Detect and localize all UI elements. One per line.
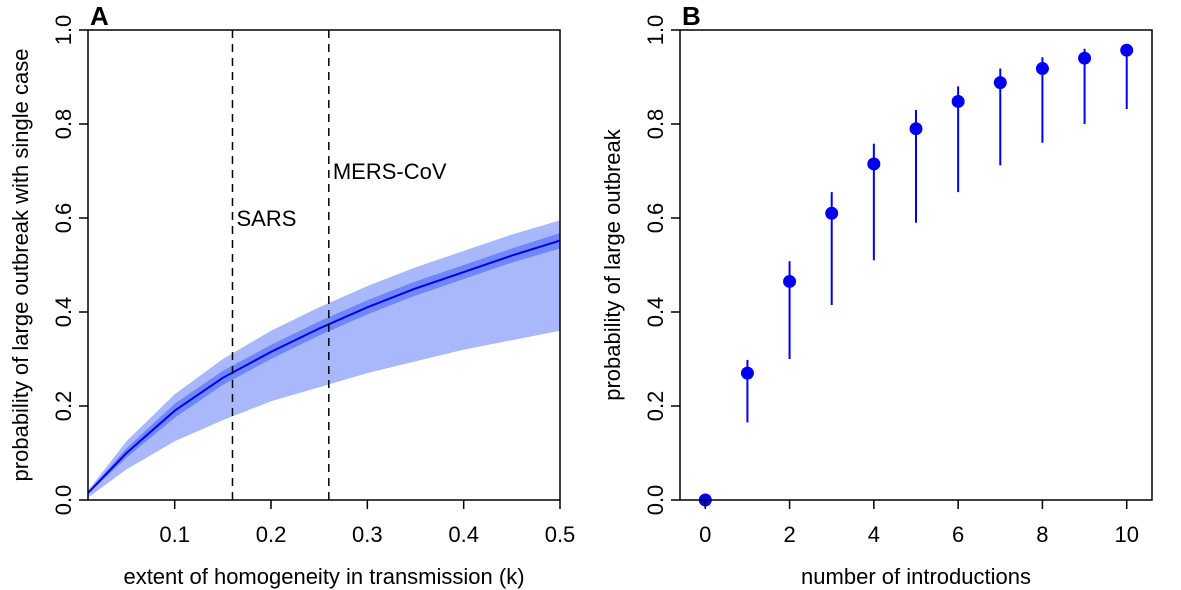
y-tick-label: 0.2 bbox=[643, 391, 668, 422]
inner-band-area bbox=[88, 233, 560, 494]
y-ticks-a: 0.0 0.2 0.4 0.6 0.8 1.0 bbox=[51, 15, 88, 516]
x-tick-label: 0.4 bbox=[448, 522, 479, 547]
x-ticks-b: 0 2 4 6 8 10 bbox=[699, 500, 1139, 547]
estimate-line-path bbox=[87, 239, 561, 494]
y-tick-label: 1.0 bbox=[51, 15, 76, 46]
x-axis-title-b: number of introductions bbox=[801, 564, 1031, 589]
error-bars bbox=[746, 44, 1128, 423]
panel-b: 0 2 4 6 8 10 0.0 0.2 0.4 0.6 0.8 1.0 B number of i… bbox=[600, 1, 1153, 589]
y-tick-label: 0.8 bbox=[51, 109, 76, 140]
x-ticks-a: 0.1 0.2 0.3 0.4 0.5 bbox=[159, 500, 575, 547]
y-tick-label: 0.4 bbox=[643, 297, 668, 328]
x-tick-label: 2 bbox=[783, 522, 795, 547]
data-point bbox=[1120, 43, 1134, 57]
y-tick-label: 0.8 bbox=[643, 109, 668, 140]
data-point bbox=[1035, 62, 1049, 76]
data-point bbox=[825, 206, 839, 220]
y-tick-label: 1.0 bbox=[643, 15, 668, 46]
reference-line-label: SARS bbox=[236, 206, 296, 231]
x-tick-label: 6 bbox=[952, 522, 964, 547]
reference-line-label: MERS-CoV bbox=[333, 159, 447, 184]
y-tick-label: 0.6 bbox=[51, 203, 76, 234]
data-point bbox=[1078, 51, 1092, 65]
panel-letter-a: A bbox=[90, 1, 109, 31]
panel-letter-b: B bbox=[682, 1, 701, 31]
data-point bbox=[951, 94, 965, 108]
reference-lines: SARS MERS-CoV bbox=[231, 30, 447, 500]
data-point bbox=[867, 157, 881, 171]
x-tick-label: 0.2 bbox=[256, 522, 287, 547]
y-axis-title-b: probability of large outbreak bbox=[600, 128, 625, 400]
y-tick-label: 0.2 bbox=[51, 391, 76, 422]
x-tick-label: 0.5 bbox=[545, 522, 576, 547]
x-axis-title-a: extent of homogeneity in transmission (k… bbox=[123, 564, 524, 589]
y-ticks-b: 0.0 0.2 0.4 0.6 0.8 1.0 bbox=[643, 15, 680, 516]
y-axis-title-a: probability of large outbreak with singl… bbox=[8, 49, 33, 482]
x-tick-label: 0.1 bbox=[159, 522, 190, 547]
data-point bbox=[909, 122, 923, 136]
x-tick-label: 10 bbox=[1114, 522, 1138, 547]
y-tick-label: 0.0 bbox=[51, 485, 76, 516]
data-point bbox=[783, 274, 797, 288]
y-tick-label: 0.0 bbox=[643, 485, 668, 516]
estimate-line bbox=[87, 239, 561, 494]
x-tick-label: 0 bbox=[699, 522, 711, 547]
x-tick-label: 4 bbox=[868, 522, 880, 547]
outer-band-area bbox=[88, 220, 560, 498]
data-point bbox=[993, 76, 1007, 90]
x-tick-label: 0.3 bbox=[352, 522, 383, 547]
plot-frame-b bbox=[679, 29, 1153, 501]
x-tick-label: 8 bbox=[1036, 522, 1048, 547]
plot-frame-a bbox=[87, 29, 561, 501]
inner-confidence-band bbox=[88, 233, 560, 494]
data-point bbox=[740, 366, 754, 380]
y-tick-label: 0.6 bbox=[643, 203, 668, 234]
y-tick-label: 0.4 bbox=[51, 297, 76, 328]
outer-confidence-band bbox=[88, 220, 560, 498]
